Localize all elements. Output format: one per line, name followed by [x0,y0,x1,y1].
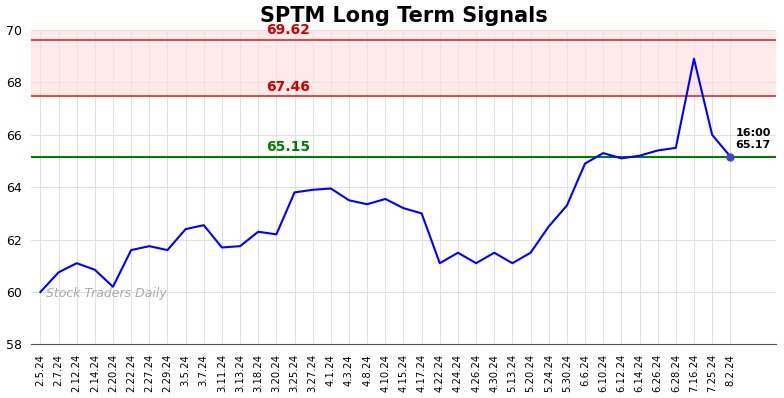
Bar [31,30,775,40]
Text: 67.46: 67.46 [267,80,310,94]
Text: 69.62: 69.62 [267,23,310,37]
Text: 65.15: 65.15 [266,140,310,154]
Text: 16:00
65.17: 16:00 65.17 [735,128,771,150]
Bar [31,40,775,96]
Text: Stock Traders Daily: Stock Traders Daily [46,287,167,300]
Title: SPTM Long Term Signals: SPTM Long Term Signals [260,6,547,25]
